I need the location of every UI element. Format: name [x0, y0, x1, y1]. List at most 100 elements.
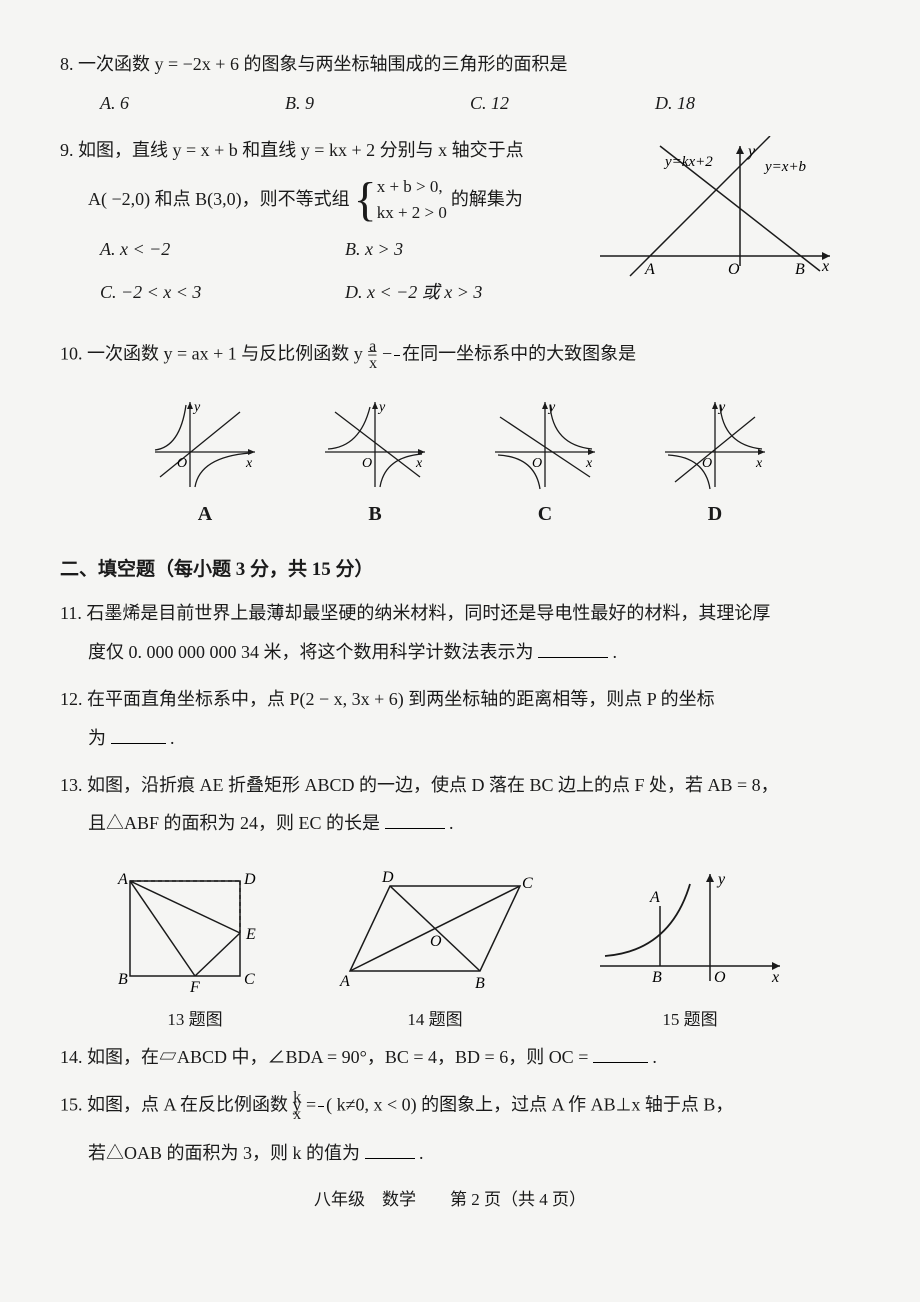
q10-text-b: 在同一坐标系中的大致图象是	[402, 344, 636, 364]
q11-blank	[538, 640, 608, 658]
q9-system: { x + b > 0, kx + 2 > 0	[354, 174, 447, 225]
svg-text:C: C	[522, 875, 533, 892]
q11-line2: 度仅 0. 000 000 000 34 米，将这个数用科学计数法表示为 .	[60, 638, 840, 667]
q14-num: 14.	[60, 1047, 83, 1067]
q15-frac: kx	[318, 1090, 324, 1123]
q13-text-a: 如图，沿折痕 AE 折叠矩形 ABCD 的一边，使点 D 落在 BC 边上的点 …	[87, 775, 779, 795]
svg-text:x: x	[585, 456, 593, 471]
q13-period: .	[449, 813, 454, 833]
q8-opt-a: A. 6	[100, 89, 285, 118]
svg-text:B: B	[795, 261, 805, 278]
q9-num: 9.	[60, 140, 74, 160]
svg-text:O: O	[714, 969, 726, 986]
svg-text:x: x	[771, 969, 779, 986]
svg-text:y=kx+2: y=kx+2	[663, 154, 713, 170]
fig13-caption: 13 题图	[167, 1006, 222, 1033]
figure-13: A D E B F C 13 题图	[110, 866, 280, 1033]
q13-num: 13.	[60, 775, 83, 795]
svg-text:O: O	[728, 261, 740, 278]
q9-opt-c: C. −2 < x < 3	[100, 278, 345, 307]
fig14-caption: 14 题图	[407, 1006, 462, 1033]
question-14: 14. 如图，在▱ABCD 中，∠BDA = 90°，BC = 4，BD = 6…	[60, 1043, 840, 1072]
brace-icon: {	[354, 176, 377, 224]
q10-frac: ax	[394, 339, 400, 372]
svg-text:x: x	[821, 258, 829, 275]
q8-options: A. 6 B. 9 C. 12 D. 18	[60, 89, 840, 118]
svg-text:y: y	[377, 400, 386, 415]
q10-label-a: A	[198, 498, 212, 530]
q9-graph: y=kx+2 y=x+b y x A O B	[590, 136, 840, 295]
svg-text:x: x	[415, 456, 423, 471]
q9-opt-a: A. x < −2	[100, 235, 345, 264]
svg-text:y: y	[716, 871, 726, 888]
q10-label-d: D	[708, 498, 722, 530]
svg-text:F: F	[189, 979, 200, 996]
svg-text:E: E	[245, 926, 256, 943]
svg-text:y=x+b: y=x+b	[763, 159, 807, 175]
q11-num: 11.	[60, 603, 82, 623]
q9-sys-top: x + b > 0,	[377, 174, 447, 200]
page-footer: 八年级 数学 第 2 页（共 4 页）	[60, 1186, 840, 1213]
q10-text: 10. 一次函数 y = ax + 1 与反比例函数 y = −ax在同一坐标系…	[60, 339, 840, 372]
q15-line1: 15. 如图，点 A 在反比例函数 y =kx( k≠0, x < 0) 的图象…	[60, 1090, 840, 1123]
q9-line1: 9. 如图，直线 y = x + b 和直线 y = kx + 2 分别与 x …	[60, 136, 590, 165]
question-13: 13. 如图，沿折痕 AE 折叠矩形 ABCD 的一边，使点 D 落在 BC 边…	[60, 771, 840, 839]
q9-opt-b: B. x > 3	[345, 235, 590, 264]
q15-text-b: ( k≠0, x < 0) 的图象上，过点 A 作 AB⊥x 轴于点 B，	[326, 1095, 733, 1115]
svg-text:O: O	[532, 456, 542, 471]
q15-line2: 若△OAB 的面积为 3，则 k 的值为 .	[60, 1139, 840, 1168]
q14-period: .	[652, 1047, 657, 1067]
q14-blank	[593, 1045, 648, 1063]
q8-opt-c: C. 12	[470, 89, 655, 118]
q8-text: 8. 一次函数 y = −2x + 6 的图象与两坐标轴围成的三角形的面积是	[60, 50, 840, 79]
q11-text-b: 度仅 0. 000 000 000 34 米，将这个数用科学计数法表示为	[88, 642, 534, 662]
q10-num: 10.	[60, 344, 83, 364]
figures-row: A D E B F C 13 题图 D C A B O 14 题图	[60, 856, 840, 1043]
q12-text-a: 在平面直角坐标系中，点 P(2 − x, 3x + 6) 到两坐标轴的距离相等，…	[87, 689, 715, 709]
q10-graph-c: y x O C	[490, 397, 600, 530]
q12-num: 12.	[60, 689, 83, 709]
q13-blank	[385, 811, 445, 829]
q8-num: 8.	[60, 54, 74, 74]
q8-opt-b: B. 9	[285, 89, 470, 118]
svg-text:x: x	[755, 456, 763, 471]
question-8: 8. 一次函数 y = −2x + 6 的图象与两坐标轴围成的三角形的面积是 A…	[60, 50, 840, 118]
question-12: 12. 在平面直角坐标系中，点 P(2 − x, 3x + 6) 到两坐标轴的距…	[60, 685, 840, 753]
svg-text:y: y	[547, 400, 556, 415]
q14-text-a: 如图，在▱ABCD 中，∠BDA = 90°，BC = 4，BD = 6，则 O…	[87, 1047, 588, 1067]
svg-text:D: D	[381, 869, 394, 886]
q9-sys-bot: kx + 2 > 0	[377, 200, 447, 226]
svg-text:y: y	[717, 400, 726, 415]
question-15: 15. 如图，点 A 在反比例函数 y =kx( k≠0, x < 0) 的图象…	[60, 1090, 840, 1168]
q15-period: .	[419, 1143, 424, 1163]
question-9: 9. 如图，直线 y = x + b 和直线 y = kx + 2 分别与 x …	[60, 136, 840, 321]
q13-text-b: 且△ABF 的面积为 24，则 EC 的长是	[88, 813, 380, 833]
figure-14: D C A B O 14 题图	[320, 866, 550, 1033]
q9-text2b: 的解集为	[451, 185, 523, 214]
q11-period: .	[613, 642, 618, 662]
q10-label-b: B	[368, 498, 381, 530]
svg-text:A: A	[339, 973, 350, 990]
q8-opt-d: D. 18	[655, 89, 840, 118]
q15-text-a: 如图，点 A 在反比例函数 y =	[87, 1095, 316, 1115]
q9-line2: A( −2,0) 和点 B(3,0)，则不等式组 { x + b > 0, kx…	[60, 174, 590, 225]
q10-graphs: y x O A y x O B	[60, 382, 840, 535]
q10-graph-d: y x O D	[660, 397, 770, 530]
svg-text:D: D	[243, 871, 256, 888]
q9-options: A. x < −2 B. x > 3 C. −2 < x < 3 D. x < …	[60, 235, 590, 307]
q10-graph-b: y x O B	[320, 397, 430, 530]
q11-line1: 11. 石墨烯是目前世界上最薄却最坚硬的纳米材料，同时还是导电性最好的材料，其理…	[60, 599, 840, 628]
q10-graph-a: y x O A	[150, 397, 260, 530]
q14-text: 14. 如图，在▱ABCD 中，∠BDA = 90°，BC = 4，BD = 6…	[60, 1043, 840, 1072]
q9-opt-d: D. x < −2 或 x > 3	[345, 278, 590, 307]
svg-text:A: A	[644, 261, 655, 278]
svg-text:A: A	[117, 871, 128, 888]
svg-text:B: B	[118, 971, 128, 988]
q15-num: 15.	[60, 1095, 83, 1115]
q12-period: .	[170, 728, 175, 748]
q12-blank	[111, 726, 166, 744]
q15-text-c: 若△OAB 的面积为 3，则 k 的值为	[88, 1143, 360, 1163]
question-10: 10. 一次函数 y = ax + 1 与反比例函数 y = −ax在同一坐标系…	[60, 339, 840, 535]
svg-text:O: O	[177, 456, 187, 471]
q12-line1: 12. 在平面直角坐标系中，点 P(2 − x, 3x + 6) 到两坐标轴的距…	[60, 685, 840, 714]
